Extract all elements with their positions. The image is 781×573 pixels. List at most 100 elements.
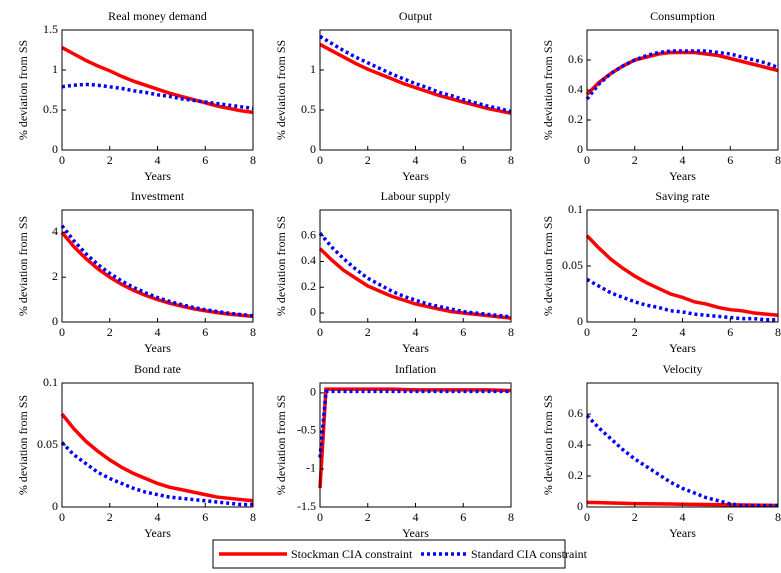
y-tick-label: 0.1 — [43, 375, 58, 389]
plot-area — [320, 383, 511, 507]
series-line — [318, 247, 512, 320]
plot-area — [587, 210, 778, 322]
y-tick-label: 0 — [577, 314, 583, 328]
x-tick-label: 6 — [727, 153, 733, 167]
series-line — [318, 389, 511, 458]
series-line — [61, 82, 254, 111]
y-tick-label: -1.5 — [297, 499, 316, 513]
x-axis-label: Years — [144, 341, 171, 355]
subplot-title: Consumption — [650, 9, 715, 23]
x-tick-label: 2 — [107, 325, 113, 339]
x-tick-label: 2 — [632, 510, 638, 524]
y-tick-label: -1 — [306, 461, 316, 475]
x-tick-label: 6 — [460, 325, 466, 339]
y-tick-label: 1 — [52, 62, 58, 76]
y-axis-label: % deviation from SS — [16, 40, 30, 140]
y-axis-label: % deviation from SS — [541, 216, 555, 316]
legend: Stockman CIA constraint Standard CIA con… — [212, 539, 588, 569]
x-tick-label: 2 — [365, 325, 371, 339]
x-axis-label: Years — [144, 526, 171, 540]
y-tick-label: -0.5 — [297, 423, 316, 437]
x-tick-label: 4 — [155, 325, 161, 339]
subplot: Output Years % deviation from SS 0 2 4 6 8 0 0.5 1 — [274, 9, 514, 183]
x-tick-label: 8 — [250, 153, 256, 167]
subplot: Investment Years % deviation from SS 0 2 4 6 8 0… — [16, 189, 256, 355]
series-line — [585, 414, 778, 508]
y-tick-label: 0 — [310, 385, 316, 399]
plot-area — [320, 30, 511, 150]
series-line — [585, 234, 779, 318]
series-line — [319, 42, 512, 115]
x-tick-label: 2 — [632, 325, 638, 339]
x-axis-label: Years — [402, 341, 429, 355]
y-tick-label: 4 — [52, 224, 58, 238]
series-line — [60, 412, 254, 503]
subplot: Bond rate Years % deviation from SS 0 2 4 6 8 0 0… — [16, 362, 256, 540]
x-tick-label: 8 — [508, 325, 514, 339]
x-tick-label: 2 — [632, 153, 638, 167]
y-tick-label: 1 — [310, 62, 316, 76]
subplot: Real money demand Years % deviation from S… — [16, 9, 256, 183]
x-tick-label: 0 — [584, 153, 590, 167]
y-tick-label: 0.5 — [43, 102, 58, 116]
series-line — [319, 34, 512, 114]
x-axis-label: Years — [402, 169, 429, 183]
x-tick-label: 8 — [775, 153, 781, 167]
y-tick-label: 0 — [52, 314, 58, 328]
x-tick-label: 0 — [59, 325, 65, 339]
x-tick-label: 2 — [365, 510, 371, 524]
plot-area — [62, 383, 253, 507]
x-tick-label: 6 — [727, 325, 733, 339]
x-tick-label: 4 — [413, 153, 419, 167]
x-tick-label: 0 — [584, 510, 590, 524]
x-tick-label: 2 — [107, 153, 113, 167]
subplot-title: Output — [399, 9, 433, 23]
subplot: Inflation Years % deviation from SS 0 2 4 6 8 -1… — [274, 362, 514, 540]
y-tick-label: 0.05 — [562, 258, 583, 272]
x-axis-label: Years — [669, 169, 696, 183]
subplot-title: Labour supply — [381, 189, 451, 203]
series-line — [60, 224, 254, 318]
x-tick-label: 2 — [107, 510, 113, 524]
x-tick-label: 4 — [413, 510, 419, 524]
series-line — [61, 46, 254, 115]
x-tick-label: 8 — [508, 153, 514, 167]
y-tick-label: 0.1 — [568, 202, 583, 216]
y-axis-label: % deviation from SS — [274, 395, 288, 495]
x-tick-label: 0 — [317, 510, 323, 524]
x-tick-label: 0 — [59, 510, 65, 524]
y-tick-label: 0.6 — [301, 227, 316, 241]
plot-area — [62, 210, 253, 322]
y-tick-label: 0.6 — [568, 406, 583, 420]
y-tick-label: 0.05 — [37, 437, 58, 451]
subplot: Labour supply Years % deviation from SS 0 2 4… — [274, 189, 514, 355]
subplot: Velocity Years % deviation from SS 0 2 4 6 8 0 0.… — [541, 362, 781, 540]
x-tick-label: 0 — [584, 325, 590, 339]
y-tick-label: 0.5 — [301, 102, 316, 116]
y-tick-label: 0 — [577, 142, 583, 156]
x-tick-label: 6 — [202, 153, 208, 167]
x-axis-label: Years — [402, 526, 429, 540]
x-axis-label: Years — [144, 169, 171, 183]
y-tick-label: 0.2 — [568, 468, 583, 482]
subplot-title: Velocity — [663, 362, 703, 376]
y-axis-label: % deviation from SS — [541, 40, 555, 140]
x-tick-label: 4 — [680, 325, 686, 339]
x-axis-label: Years — [669, 526, 696, 540]
x-tick-label: 4 — [413, 325, 419, 339]
subplot-title: Bond rate — [134, 362, 181, 376]
x-tick-label: 6 — [202, 325, 208, 339]
x-axis-label: Years — [669, 341, 696, 355]
x-tick-label: 4 — [680, 153, 686, 167]
y-tick-label: 0.4 — [301, 253, 316, 267]
series-line — [585, 49, 779, 101]
x-tick-label: 8 — [775, 510, 781, 524]
x-tick-label: 4 — [680, 510, 686, 524]
y-axis-label: % deviation from SS — [16, 216, 30, 316]
x-tick-label: 0 — [59, 153, 65, 167]
x-tick-label: 0 — [317, 153, 323, 167]
y-tick-label: 0.4 — [568, 437, 583, 451]
x-tick-label: 6 — [460, 510, 466, 524]
y-tick-label: 0 — [577, 499, 583, 513]
